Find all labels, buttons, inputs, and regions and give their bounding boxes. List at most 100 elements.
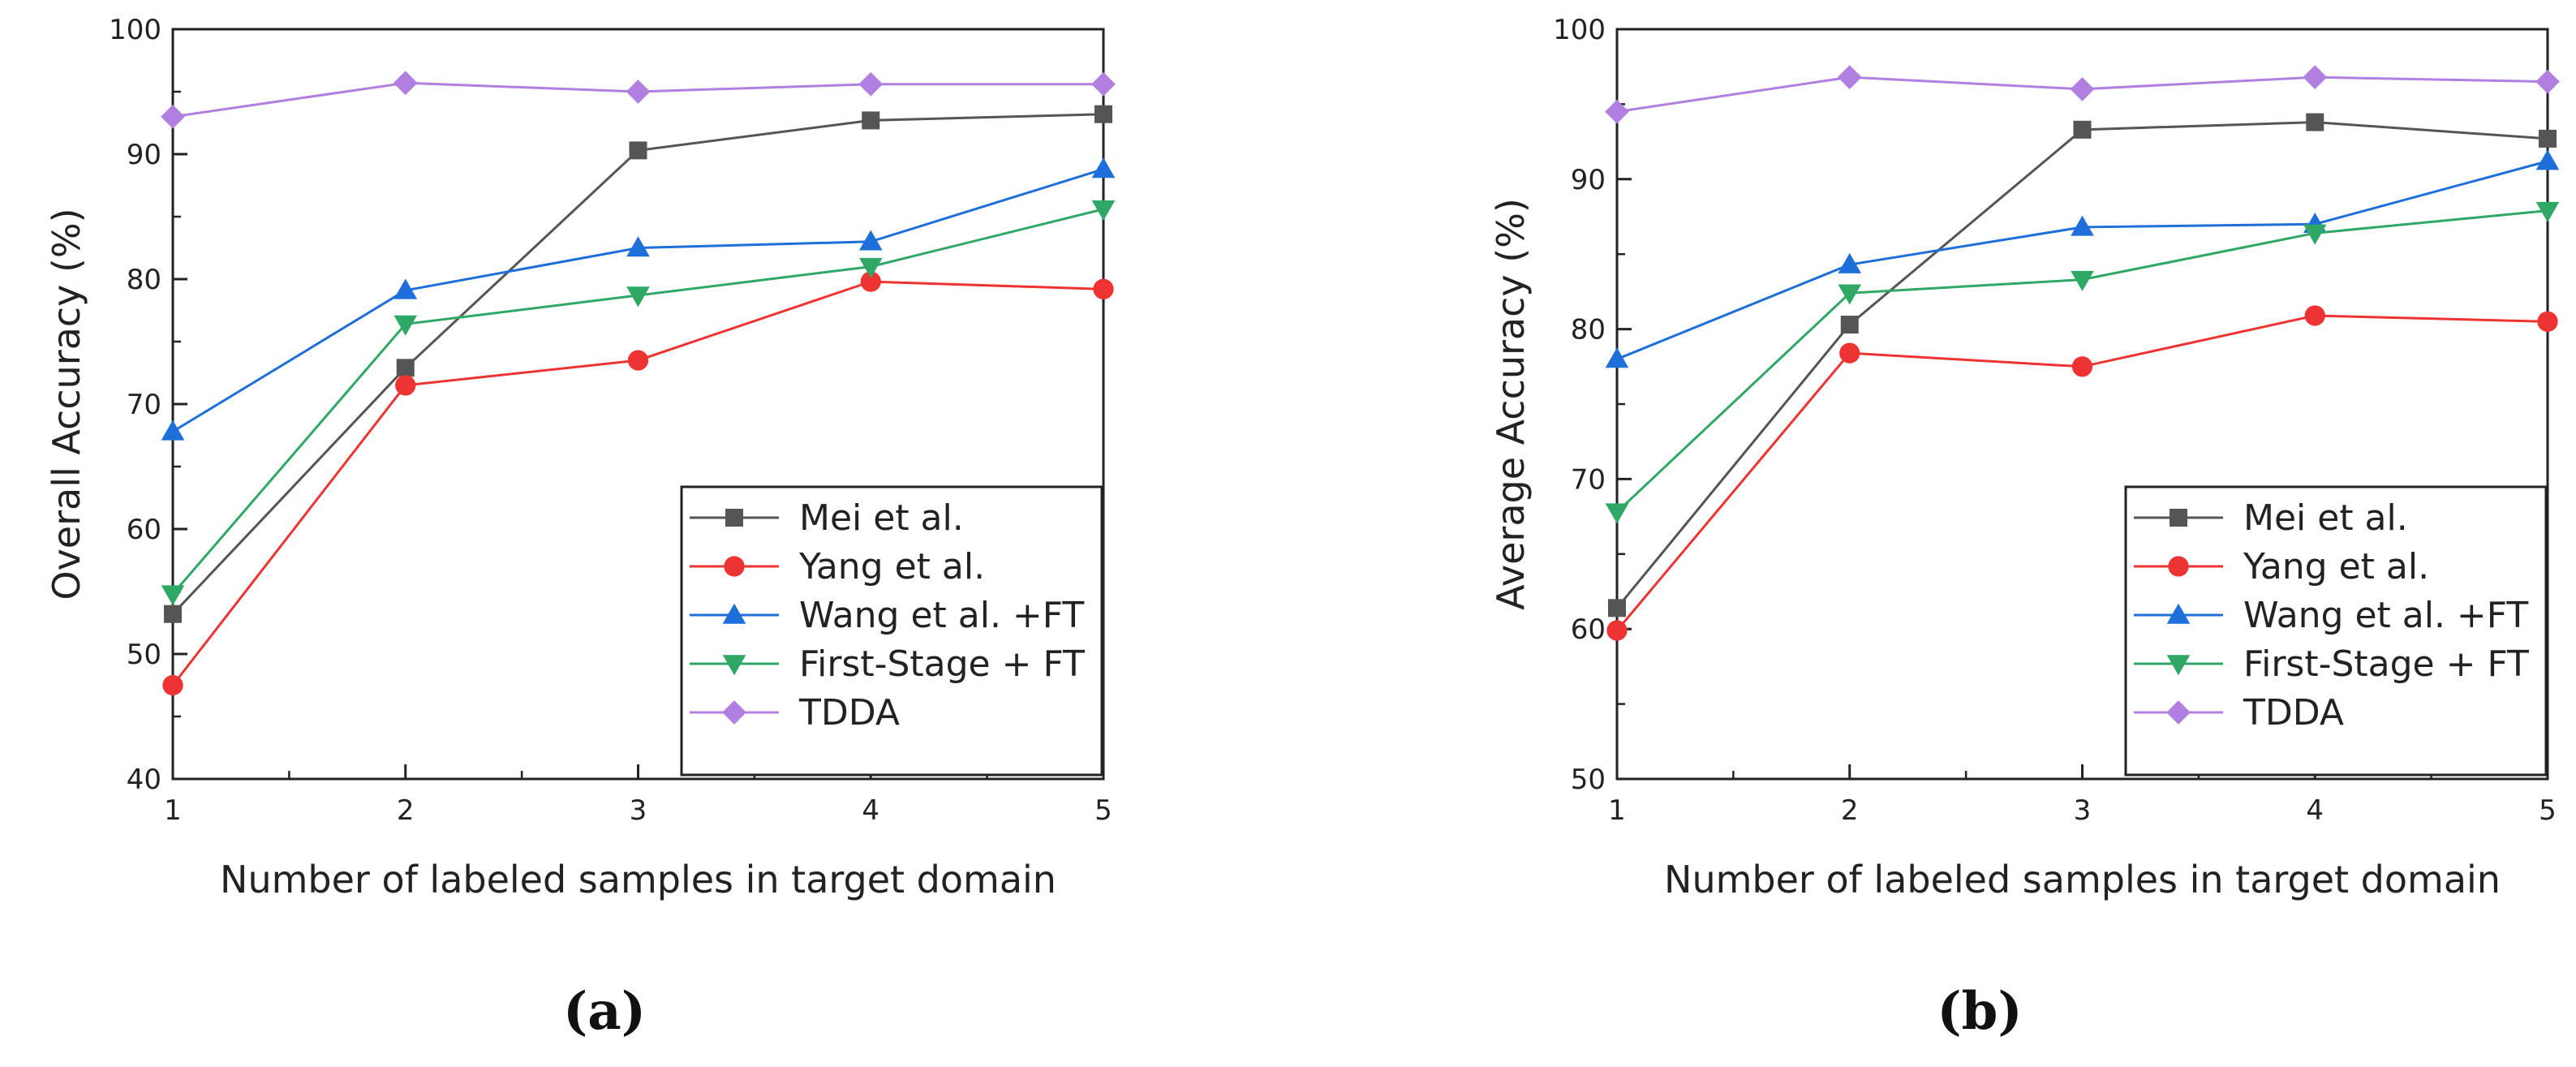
legend-label-yang-et-al: Yang et al. xyxy=(798,546,985,587)
data-point-wang-et-al-ft xyxy=(626,236,650,257)
legend-label-wang-et-al-ft: Wang et al. +FT xyxy=(799,595,1084,636)
data-point-mei-et-al xyxy=(1094,105,1112,123)
data-point-wang-et-al-ft xyxy=(2071,215,2094,236)
data-point-first-stage-ft xyxy=(393,315,418,336)
data-point-tdda xyxy=(1605,99,1629,124)
legend-label-first-stage-ft: First-Stage + FT xyxy=(799,643,1085,685)
x-tick-label: 1 xyxy=(1608,794,1626,827)
chart-panel-b: 50 60 70 80 90 100 1 2 3 4 5 Number of labeled samp… xyxy=(1489,14,2560,1042)
data-point-wang-et-al-ft xyxy=(1605,347,1629,368)
y-tick-label: 70 xyxy=(1571,463,1606,496)
y-tick-label: 90 xyxy=(127,139,161,171)
legend-marker-yang-et-al xyxy=(2168,556,2189,577)
y-tick-label: 70 xyxy=(127,389,161,421)
legend-marker-wang-et-al-ft xyxy=(2166,603,2191,624)
data-point-tdda xyxy=(858,71,884,97)
data-point-first-stage-ft xyxy=(1838,284,1862,305)
data-point-mei-et-al xyxy=(862,111,880,130)
legend-marker-mei-et-al xyxy=(725,509,743,527)
panel-label: (a) xyxy=(563,981,646,1042)
legend-label-tdda: TDDA xyxy=(2243,692,2344,734)
y-tick-label: 60 xyxy=(127,514,161,546)
data-point-tdda xyxy=(626,80,651,104)
legend-marker-mei-et-al xyxy=(2170,509,2187,527)
data-point-first-stage-ft xyxy=(2071,270,2094,291)
legend-marker-first-stage-ft xyxy=(2166,655,2191,676)
x-tick-label: 5 xyxy=(1094,794,1112,827)
legend-marker-yang-et-al xyxy=(724,556,745,577)
y-tick-label: 60 xyxy=(1571,613,1606,646)
x-tick-label: 2 xyxy=(1841,794,1859,827)
legend-marker-wang-et-al-ft xyxy=(722,603,746,624)
data-point-tdda xyxy=(393,71,418,96)
data-point-yang-et-al xyxy=(395,375,416,396)
legend-marker-first-stage-ft xyxy=(722,655,746,676)
y-axis-title: Average Accuracy (%) xyxy=(1489,198,1533,610)
x-tick-label: 3 xyxy=(630,794,647,827)
data-point-wang-et-al-ft xyxy=(1838,252,1862,273)
data-point-yang-et-al xyxy=(1606,620,1628,641)
legend-box xyxy=(680,485,1103,777)
data-point-mei-et-al xyxy=(629,141,647,160)
data-point-first-stage-ft xyxy=(161,585,185,606)
data-point-wang-et-al-ft xyxy=(393,278,418,299)
chart-panel-a: 40 50 60 70 80 90 100 1 2 3 4 5 Number of labeled sa… xyxy=(45,14,1116,1042)
data-point-mei-et-al xyxy=(1608,599,1626,617)
data-point-wang-et-al-ft xyxy=(161,419,185,441)
legend-label-first-stage-ft: First-Stage + FT xyxy=(2243,643,2529,685)
data-point-mei-et-al xyxy=(396,359,415,377)
data-point-yang-et-al xyxy=(2071,356,2093,377)
data-point-first-stage-ft xyxy=(626,286,650,308)
data-point-tdda xyxy=(1837,65,1862,89)
x-axis-title: Number of labeled samples in target doma… xyxy=(220,858,1056,901)
data-point-yang-et-al xyxy=(162,674,183,696)
x-tick-label: 4 xyxy=(862,794,879,827)
data-point-wang-et-al-ft xyxy=(858,230,883,251)
data-point-mei-et-al xyxy=(2306,113,2324,131)
data-point-yang-et-al xyxy=(627,350,649,371)
data-point-wang-et-al-ft xyxy=(1091,157,1116,179)
panel-label: (b) xyxy=(1937,981,2022,1042)
data-point-yang-et-al xyxy=(1839,342,1860,364)
legend-label-tdda: TDDA xyxy=(798,692,900,734)
data-point-wang-et-al-ft xyxy=(2535,149,2560,170)
data-point-yang-et-al xyxy=(2304,305,2325,326)
data-point-first-stage-ft xyxy=(2535,201,2560,222)
data-point-first-stage-ft xyxy=(858,257,883,278)
x-tick-label: 2 xyxy=(397,794,415,827)
legend-box xyxy=(2124,485,2548,777)
x-tick-label: 4 xyxy=(2306,794,2324,827)
data-point-tdda xyxy=(1091,71,1116,97)
y-tick-label: 90 xyxy=(1571,164,1606,196)
data-point-mei-et-al xyxy=(2073,120,2092,139)
data-point-mei-et-al xyxy=(2539,129,2557,148)
x-tick-label: 3 xyxy=(2074,794,2092,827)
legend-label-mei-et-al: Mei et al. xyxy=(2243,497,2408,539)
data-point-yang-et-al xyxy=(860,271,881,292)
y-tick-label: 80 xyxy=(1571,314,1606,346)
legend-marker-tdda xyxy=(2166,700,2191,725)
data-point-first-stage-ft xyxy=(1091,200,1116,222)
y-tick-label: 50 xyxy=(127,639,161,671)
data-point-first-stage-ft xyxy=(1605,503,1629,524)
data-point-yang-et-al xyxy=(1093,278,1114,299)
y-tick-label: 50 xyxy=(1571,764,1606,796)
y-tick-label: 100 xyxy=(1553,14,1606,46)
x-tick-label: 5 xyxy=(2539,794,2557,827)
x-tick-label: 1 xyxy=(164,794,182,827)
y-tick-label: 40 xyxy=(127,764,161,796)
data-point-tdda xyxy=(2303,65,2328,89)
data-point-first-stage-ft xyxy=(2303,224,2327,245)
legend-label-wang-et-al-ft: Wang et al. +FT xyxy=(2243,595,2528,636)
data-point-tdda xyxy=(2535,69,2560,94)
series-line-wang-et-al-ft xyxy=(1616,160,2548,360)
data-point-tdda xyxy=(161,104,185,129)
y-axis-title: Overall Accuracy (%) xyxy=(45,208,88,600)
data-point-mei-et-al xyxy=(1840,316,1859,334)
legend-label-yang-et-al: Yang et al. xyxy=(2243,546,2429,587)
data-point-yang-et-al xyxy=(2537,311,2558,333)
y-tick-label: 100 xyxy=(109,14,161,46)
x-axis-title: Number of labeled samples in target doma… xyxy=(1664,858,2501,901)
data-point-tdda xyxy=(2070,77,2095,101)
